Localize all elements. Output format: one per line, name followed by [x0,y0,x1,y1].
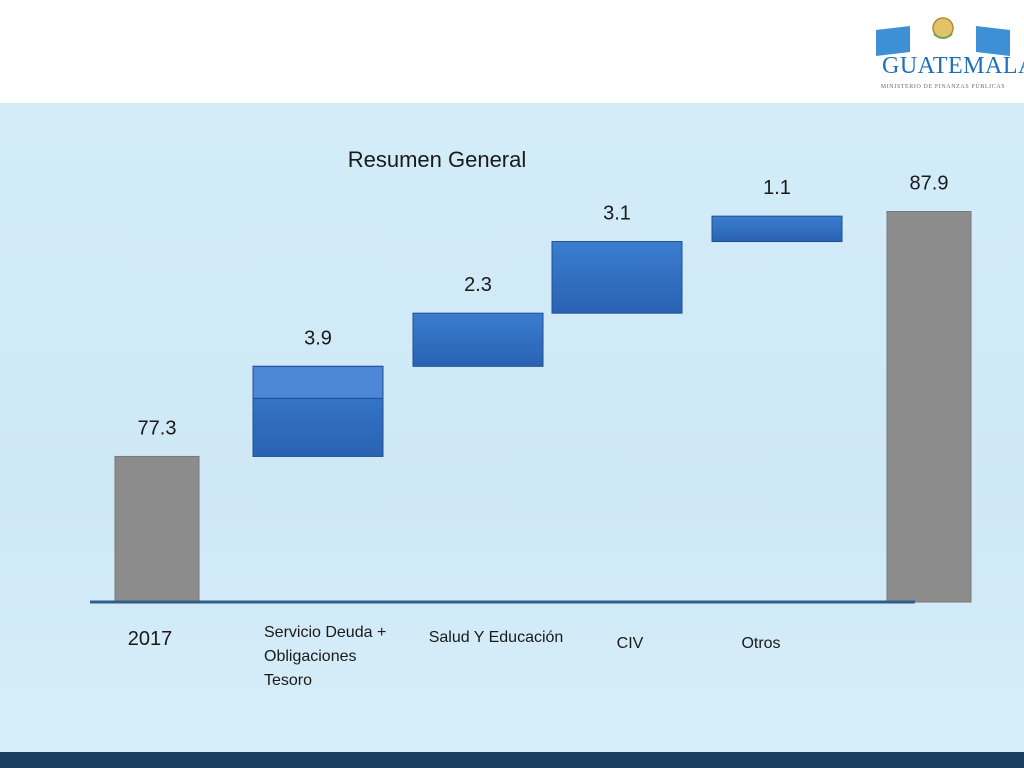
category-label-4: Otros [741,635,780,652]
logo-subtitle: MINISTERIO DE FINANZAS PÚBLICAS [880,84,1006,90]
logo-name: GUATEMALA [882,53,1024,79]
value-label-1: 3.9 [304,327,332,349]
footer-band [0,752,1024,768]
guatemala-logo: GUATEMALA MINISTERIO DE FINANZAS PÚBLICA… [870,12,1024,98]
bar-4 [711,215,843,243]
logo-flag-icon [876,17,1010,56]
chart-title: Resumen General [348,147,527,172]
value-labels: 77.3 3.9 2.3 3.1 1.1 87.9 [138,173,949,440]
value-label-4: 1.1 [763,177,791,199]
category-label-2: Salud Y Educación [429,629,564,646]
bar-5 [886,211,972,603]
category-label-0: 2017 [128,628,173,650]
bar-2 [412,312,544,367]
bar-1-highlight [252,365,384,399]
value-label-3: 3.1 [603,203,631,225]
category-labels: 2017 Servicio Deuda + Obligaciones Tesoro Sa… [128,624,781,689]
chart-bars [114,211,972,603]
value-label-0: 77.3 [138,417,177,439]
slide-header: GUATEMALA MINISTERIO DE FINANZAS PÚBLICA… [0,0,1024,103]
value-label-2: 2.3 [464,274,492,296]
bar-0 [114,455,200,603]
value-label-5: 87.9 [910,173,949,195]
slide-body: Resumen General 77.3 3.9 2.3 3.1 1.1 87.9 201… [0,103,1024,753]
waterfall-chart: Resumen General 77.3 3.9 2.3 3.1 1.1 87.9 201… [90,147,972,689]
category-label-1: Servicio Deuda + Obligaciones Tesoro [264,624,386,689]
bar-3 [551,241,683,314]
category-label-3: CIV [617,635,644,652]
